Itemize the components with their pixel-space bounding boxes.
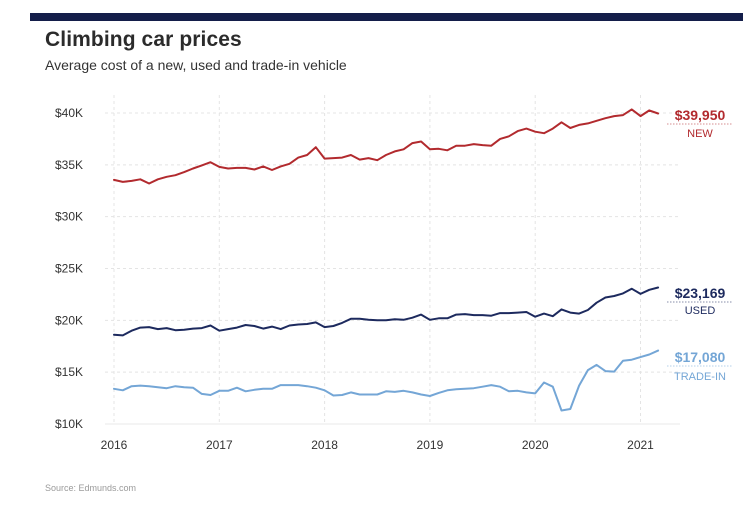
y-tick-label: $30K <box>55 210 83 224</box>
end-labels: $39,950 NEW $23,169 USED $17,080 TRADE-IN <box>667 107 733 383</box>
y-tick-label: $25K <box>55 262 83 276</box>
chart-subtitle: Average cost of a new, used and trade-in… <box>45 57 347 73</box>
end-value-used: $23,169 <box>675 285 726 301</box>
x-tick-label: 2021 <box>627 438 654 452</box>
series-line-used <box>113 286 660 337</box>
y-tick-label: $15K <box>55 365 83 379</box>
series-line-new <box>113 108 660 185</box>
x-axis: 2016 2017 2018 2019 2020 2021 <box>101 438 655 452</box>
y-axis: $10K $15K $20K $25K $30K $35K $40K <box>55 106 83 431</box>
end-name-used: USED <box>685 305 716 317</box>
chart-title: Climbing car prices <box>45 28 242 51</box>
x-tick-label: 2019 <box>417 438 444 452</box>
series-lines <box>113 108 660 412</box>
end-value-trade-in: $17,080 <box>675 349 726 365</box>
y-tick-label: $40K <box>55 106 83 120</box>
y-tick-label: $20K <box>55 313 83 327</box>
source-note: Source: Edmunds.com <box>45 483 137 493</box>
end-value-new: $39,950 <box>675 107 726 123</box>
y-tick-label: $10K <box>55 417 83 431</box>
y-tick-label: $35K <box>55 158 83 172</box>
x-tick-label: 2016 <box>101 438 128 452</box>
x-tick-label: 2017 <box>206 438 233 452</box>
x-tick-label: 2018 <box>311 438 338 452</box>
x-tick-label: 2020 <box>522 438 549 452</box>
series-line-trade-in <box>113 349 660 412</box>
end-name-trade-in: TRADE-IN <box>674 371 726 383</box>
gridlines <box>105 95 680 425</box>
header-bar <box>30 13 743 21</box>
end-name-new: NEW <box>687 128 713 140</box>
